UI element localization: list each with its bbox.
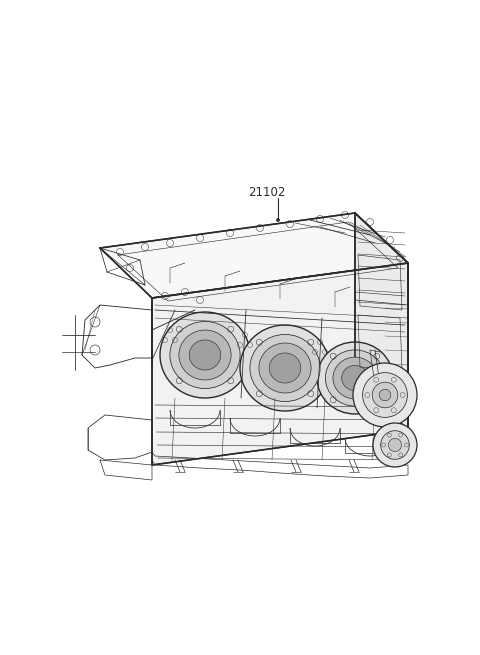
Ellipse shape [342, 365, 368, 390]
Circle shape [379, 389, 391, 401]
Circle shape [353, 363, 417, 427]
Ellipse shape [250, 335, 320, 402]
Ellipse shape [189, 340, 221, 370]
Ellipse shape [333, 357, 377, 399]
Ellipse shape [240, 325, 330, 411]
Ellipse shape [170, 322, 240, 388]
Circle shape [373, 423, 417, 467]
Polygon shape [152, 263, 408, 465]
Circle shape [372, 383, 398, 408]
Ellipse shape [259, 343, 311, 393]
Ellipse shape [160, 312, 250, 398]
Circle shape [276, 219, 279, 221]
Ellipse shape [179, 330, 231, 380]
Polygon shape [100, 213, 408, 298]
Circle shape [362, 373, 408, 417]
Circle shape [381, 431, 409, 459]
Circle shape [388, 438, 402, 451]
Ellipse shape [325, 350, 384, 406]
Ellipse shape [269, 353, 301, 383]
Polygon shape [355, 213, 408, 430]
Ellipse shape [317, 342, 393, 414]
Text: 21102: 21102 [248, 185, 286, 198]
